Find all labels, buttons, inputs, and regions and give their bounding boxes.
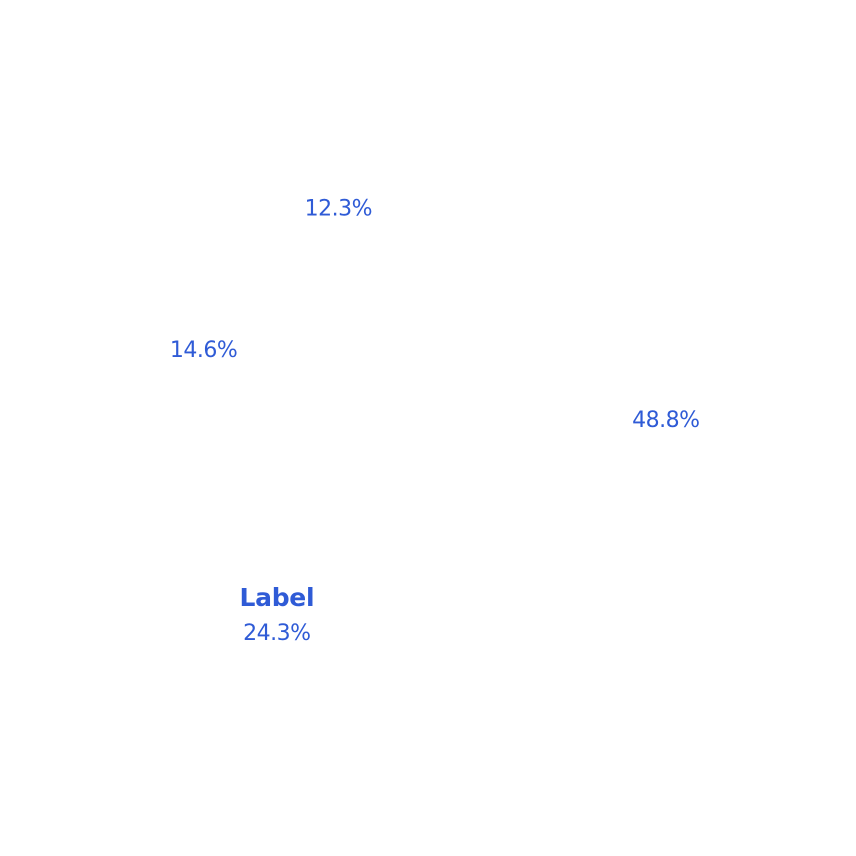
pie-slice-0 xyxy=(428,88,769,768)
slice-value-label-1: 24.3% xyxy=(243,621,310,646)
slice-value-label-2: 14.6% xyxy=(170,338,237,363)
pie-slice-1 xyxy=(90,428,454,768)
pie-slice-2 xyxy=(88,184,429,469)
pie-slice-3 xyxy=(190,88,428,428)
slice-value-label-0: 48.8% xyxy=(632,408,699,433)
slice-value-label-3: 12.3% xyxy=(305,197,372,222)
slice-name-label-1: Label xyxy=(240,583,315,612)
